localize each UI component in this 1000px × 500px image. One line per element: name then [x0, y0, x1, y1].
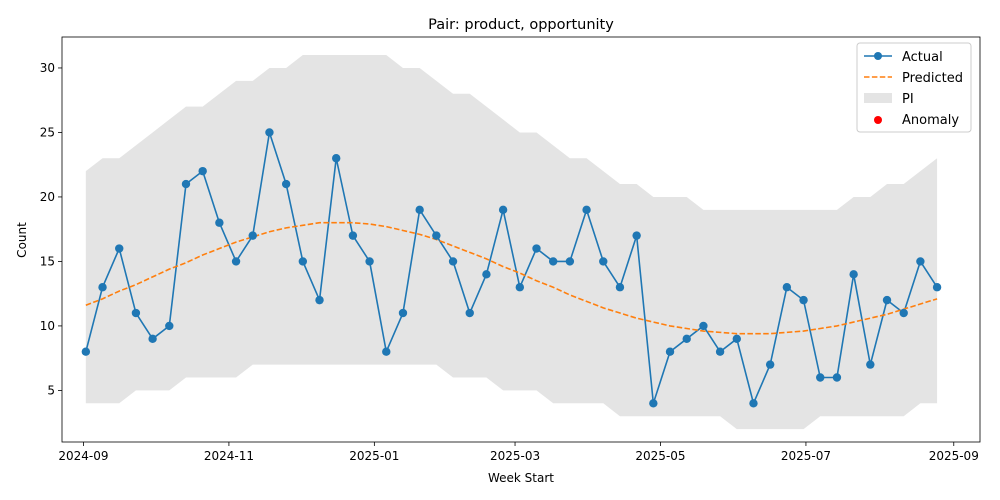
actual-point	[932, 283, 942, 292]
legend-actual-marker	[874, 52, 882, 60]
actual-point	[866, 360, 875, 369]
x-tick-label: 2025-03	[490, 449, 540, 463]
actual-point	[749, 399, 758, 408]
actual-point	[415, 205, 424, 215]
actual-point	[265, 128, 274, 137]
actual-point	[298, 257, 308, 266]
x-axis: 2024-09 2024-11 2025-01 2025-03 2025-05 2025-…	[58, 442, 979, 463]
x-tick-label: 2025-09	[929, 449, 979, 463]
y-axis-title: Count	[15, 222, 29, 258]
actual-point	[548, 257, 558, 266]
y-axis: 5 10 15 20 25 30	[40, 61, 62, 397]
actual-point	[882, 295, 892, 305]
x-axis-title: Week Start	[488, 471, 554, 485]
actual-point	[482, 270, 491, 279]
legend-actual-label: Actual	[902, 50, 943, 65]
predicted-series-line	[85, 221, 938, 335]
actual-point	[432, 231, 441, 240]
actual-point	[365, 257, 374, 266]
actual-point	[699, 321, 708, 331]
actual-point	[382, 347, 391, 356]
axes-frame	[61, 36, 981, 443]
legend-pi-label: PI	[902, 92, 914, 107]
prediction-interval-band	[85, 55, 938, 430]
actual-point	[348, 231, 358, 240]
actual-point	[682, 334, 691, 344]
actual-point	[448, 257, 458, 266]
actual-point	[81, 347, 91, 356]
actual-point	[281, 179, 291, 189]
actual-point	[782, 283, 792, 292]
x-tick-label: 2025-01	[349, 449, 399, 463]
legend-anomaly-marker	[874, 116, 882, 124]
actual-point	[198, 166, 207, 176]
actual-point	[315, 295, 324, 305]
actual-point	[231, 257, 241, 266]
actual-point	[799, 295, 808, 305]
legend: Actual Predicted PI Anomaly	[856, 42, 972, 133]
chart-title: Pair: product, opportunity	[428, 17, 614, 33]
actual-point	[148, 334, 157, 344]
actual-point	[131, 308, 141, 318]
actual-point	[398, 308, 408, 318]
actual-point	[181, 179, 191, 189]
actual-point	[515, 283, 525, 292]
actual-point	[832, 373, 842, 382]
actual-point	[248, 231, 257, 240]
y-tick-label: 5	[47, 383, 55, 397]
y-tick-label: 20	[40, 190, 55, 204]
actual-point	[115, 244, 124, 253]
actual-point	[565, 257, 575, 266]
actual-point	[498, 205, 508, 215]
actual-point	[615, 283, 625, 292]
y-tick-label: 15	[40, 254, 55, 268]
legend-predicted-label: Predicted	[902, 71, 963, 86]
actual-point	[165, 321, 174, 331]
actual-point	[665, 347, 675, 356]
x-tick-label: 2025-07	[781, 449, 831, 463]
actual-point	[215, 218, 224, 227]
x-tick-label: 2025-05	[635, 449, 685, 463]
actual-point	[599, 257, 608, 266]
actual-point	[849, 270, 858, 279]
actual-point	[532, 244, 541, 253]
actual-point	[765, 360, 775, 369]
actual-point	[732, 334, 741, 344]
legend-frame	[856, 42, 972, 133]
actual-point	[582, 205, 591, 215]
y-tick-label: 25	[40, 125, 55, 139]
actual-series-line	[85, 131, 938, 405]
y-tick-label: 10	[40, 319, 55, 333]
x-tick-label: 2024-09	[58, 449, 108, 463]
plot-area	[81, 55, 942, 430]
actual-point	[98, 283, 107, 292]
legend-pi-swatch	[864, 93, 892, 103]
actual-point	[899, 308, 908, 318]
legend-anomaly-label: Anomaly	[902, 113, 959, 128]
actual-point	[649, 399, 658, 408]
x-tick-label: 2024-11	[204, 449, 254, 463]
actual-point	[715, 347, 725, 356]
actual-point	[632, 231, 641, 240]
actual-point	[916, 257, 925, 266]
y-tick-label: 30	[40, 61, 55, 75]
actual-point	[816, 373, 825, 382]
actual-point	[465, 308, 474, 318]
actual-point	[332, 154, 341, 163]
